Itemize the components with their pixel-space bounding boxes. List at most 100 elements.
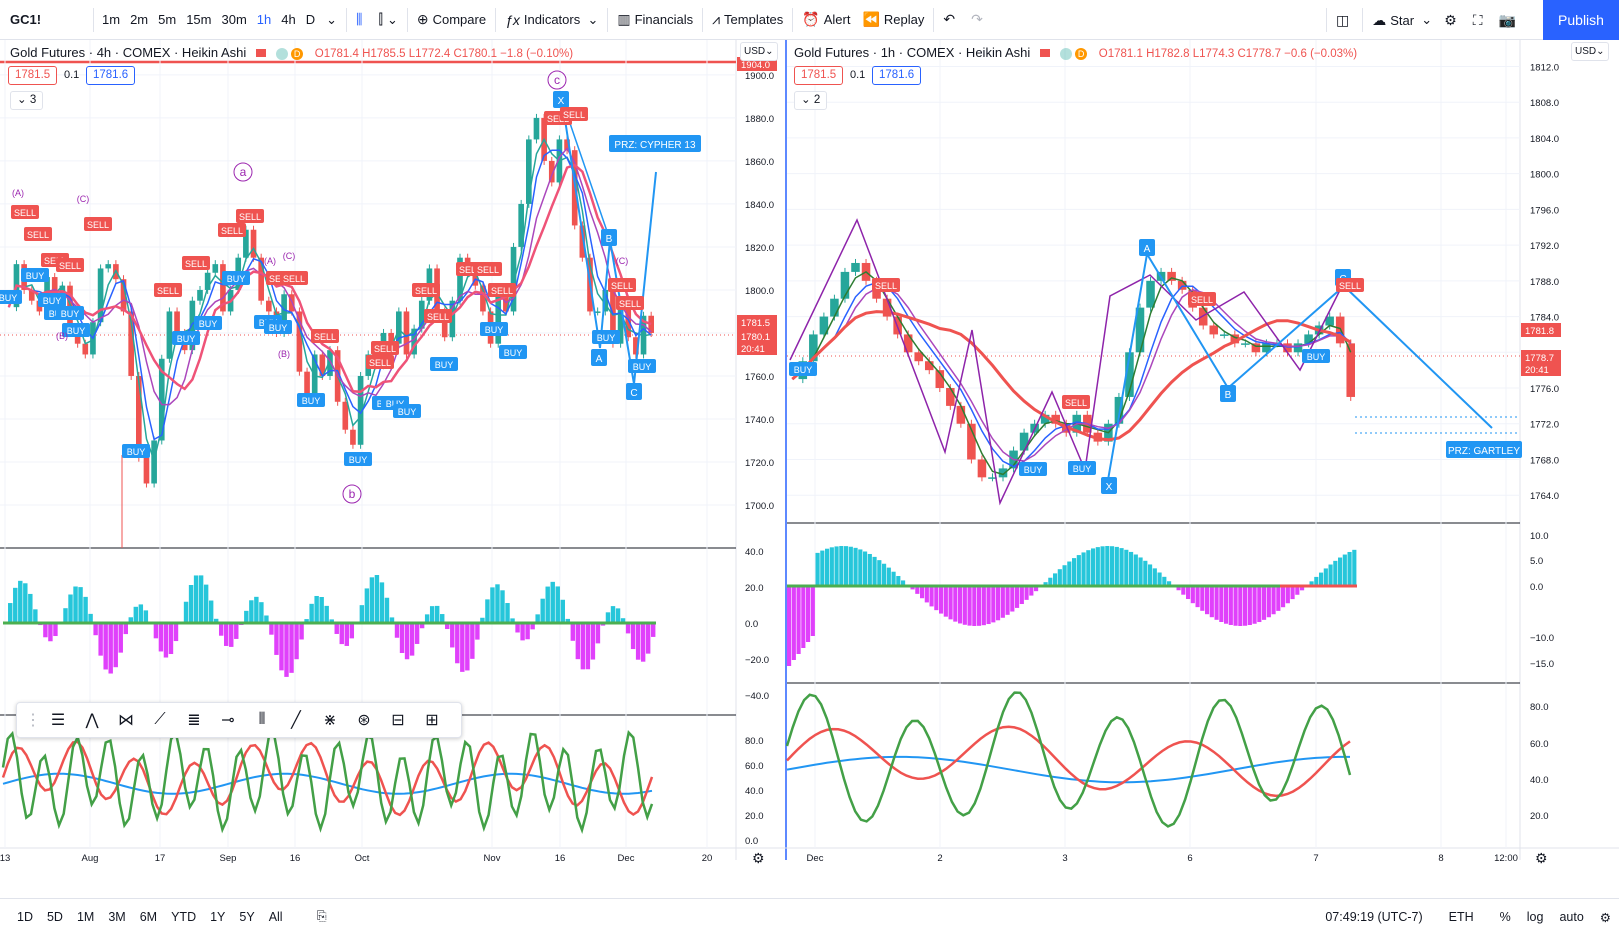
range-6m[interactable]: 6M [133, 910, 164, 924]
osc-bar [1072, 558, 1076, 586]
interval-15m[interactable]: 15m [181, 0, 216, 40]
right-spread: 0.1 [850, 69, 865, 81]
osc-bar [144, 610, 148, 623]
osc-bar [134, 607, 138, 623]
symbol-search[interactable]: GC1! [0, 0, 90, 40]
left-collapse-button[interactable]: ⌄ 3 [10, 91, 43, 110]
xabcd-pattern-icon[interactable]: ⋇ [313, 710, 347, 730]
templates-button[interactable]: ⩘Templates [706, 0, 789, 40]
snapshot-button[interactable]: 📷 [1493, 0, 1526, 40]
range-1m[interactable]: 1M [70, 910, 101, 924]
right-osc2-tick: 20.0 [1530, 811, 1549, 822]
candle [82, 344, 88, 355]
left-chart-title[interactable]: Gold Futures · 4h · COMEX · Heikin Ashi [10, 45, 246, 60]
left-bid-button[interactable]: 1781.5 [8, 66, 57, 85]
fullscreen-button[interactable]: ⛶ [1467, 0, 1493, 40]
interval-1h[interactable]: 1h [252, 0, 276, 40]
chevron-down-icon: ⌄ [801, 94, 811, 106]
osc-bar [1343, 555, 1347, 586]
right-ma-slow [792, 288, 1350, 461]
range-all[interactable]: All [262, 910, 290, 924]
gann-icon[interactable]: ⊛ [347, 710, 381, 730]
fib-tool-icon[interactable]: ≣ [177, 710, 211, 730]
range-3m[interactable]: 3M [101, 910, 132, 924]
financials-button[interactable]: ▥Financials [611, 0, 699, 40]
layout-button[interactable]: ◫ [1330, 0, 1359, 40]
range-5d[interactable]: 5D [40, 910, 70, 924]
osc-bar [430, 606, 434, 623]
projection-icon[interactable]: ⊟ [381, 710, 415, 730]
abc-pattern-icon[interactable]: ⋀ [75, 710, 109, 730]
interval-D[interactable]: D [301, 0, 320, 40]
bar-style-button[interactable]: ⫼ [350, 0, 372, 40]
osc-bar [641, 623, 645, 662]
log-scale-button[interactable]: log [1519, 910, 1552, 924]
publish-button[interactable]: Publish [1543, 0, 1619, 40]
left-currency-button[interactable]: USD⌄ [740, 42, 778, 61]
right-currency-button[interactable]: USD⌄ [1571, 42, 1609, 61]
right-chart-title[interactable]: Gold Futures · 1h · COMEX · Heikin Ashi [794, 45, 1030, 60]
vertical-lines-icon[interactable]: ⦀ [245, 711, 279, 729]
interval-1m[interactable]: 1m [97, 0, 125, 40]
chart-type-button[interactable]: ⫿⌄ [372, 0, 403, 40]
left-osc1-tick: −20.0 [745, 655, 769, 666]
left-price-tick: 1880.0 [745, 114, 774, 125]
osc-bar [982, 586, 986, 625]
ranges-icon[interactable]: ⊞ [415, 710, 449, 730]
clock-time[interactable]: 07:49:19 (UTC-7) [1317, 910, 1430, 924]
goto-date-button[interactable]: ⎘ [310, 909, 334, 924]
percent-scale-button[interactable]: % [1492, 910, 1519, 924]
osc-bar [103, 623, 107, 669]
trend-line-icon[interactable]: ⟋ [143, 711, 177, 729]
range-1d[interactable]: 1D [10, 910, 40, 924]
osc-bar [1291, 586, 1295, 599]
interval-dropdown[interactable]: ⌄ [320, 0, 343, 40]
left-ask-button[interactable]: 1781.6 [86, 66, 135, 85]
interval-30m[interactable]: 30m [216, 0, 251, 40]
range-1y[interactable]: 1Y [203, 910, 232, 924]
auto-scale-button[interactable]: auto [1551, 910, 1591, 924]
wave-pattern-icon[interactable]: ⋈ [109, 710, 143, 730]
osc-bar [1253, 586, 1257, 624]
osc-bar [1015, 586, 1019, 608]
osc-bar [1210, 586, 1214, 617]
interval-5m[interactable]: 5m [153, 0, 181, 40]
replay-button[interactable]: ⏪Replay [856, 0, 930, 40]
drag-handle-icon[interactable]: ⋮ [25, 710, 41, 730]
alert-button[interactable]: ⏰Alert [796, 0, 856, 40]
star-button[interactable]: ☁Star ⌄ [1366, 0, 1438, 40]
right-ask-button[interactable]: 1781.6 [872, 66, 921, 85]
gear-icon[interactable]: ⚙ [1592, 910, 1619, 925]
right-price-tick: 1772.0 [1530, 420, 1559, 431]
lines-tool-icon[interactable]: ☰ [41, 710, 75, 730]
sell-signal: SELL [374, 344, 396, 354]
compare-button[interactable]: ⊕Compare [411, 0, 492, 40]
right-price-tick: 1776.0 [1530, 384, 1559, 395]
left-osc1-tick: 40.0 [745, 547, 764, 558]
osc-bar [636, 623, 640, 660]
buy-signal: BUY [67, 326, 86, 336]
range-5y[interactable]: 5Y [232, 910, 261, 924]
undo-button[interactable]: ↶ [937, 0, 965, 40]
right-price-tick: 1812.0 [1530, 62, 1559, 73]
osc-bar [1248, 586, 1252, 625]
session-button[interactable]: ETH [1441, 910, 1482, 924]
right-collapse-button[interactable]: ⌄ 2 [794, 91, 827, 110]
horizontal-ray-icon[interactable]: ⊸ [211, 710, 245, 730]
sell-signal: SELL [1191, 295, 1213, 305]
osc-bar [254, 597, 258, 623]
interval-2m[interactable]: 2m [125, 0, 153, 40]
buy-signal: BUY [127, 447, 146, 457]
settings-button[interactable]: ⚙ [1438, 0, 1467, 40]
buy-signal: BUY [794, 365, 813, 375]
right-bid-button[interactable]: 1781.5 [794, 66, 843, 85]
buy-signal: BUY [199, 319, 218, 329]
range-ytd[interactable]: YTD [164, 910, 203, 924]
line-tool-icon[interactable]: ╱ [279, 710, 313, 730]
redo-button[interactable]: ↷ [965, 0, 993, 40]
interval-4h[interactable]: 4h [276, 0, 300, 40]
candle [1146, 281, 1155, 308]
